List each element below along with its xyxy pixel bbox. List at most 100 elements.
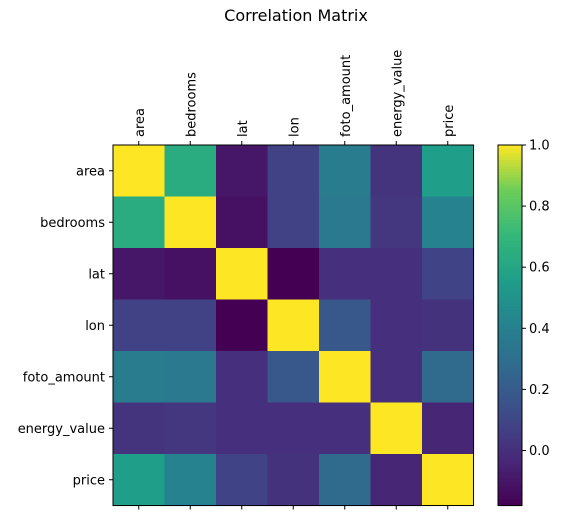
heatmap-cell-energy_value-price bbox=[422, 402, 475, 455]
colorbar-segment bbox=[498, 397, 522, 401]
heatmap-cell-price-lon bbox=[267, 454, 320, 507]
colorbar-tick-label: 0.2 bbox=[529, 383, 550, 398]
heatmap-cell-lon-price bbox=[422, 299, 475, 352]
colorbar-segment bbox=[498, 256, 522, 260]
colorbar-segment bbox=[498, 487, 522, 492]
colorbar-tick-label: 0.8 bbox=[529, 200, 550, 215]
colorbar-segment bbox=[498, 394, 522, 398]
colorbar-segment bbox=[498, 199, 522, 203]
heatmap-cell-foto_amount-price bbox=[422, 351, 475, 404]
colorbar-segment bbox=[498, 232, 522, 236]
heatmap-cell-price-lat bbox=[216, 454, 269, 507]
colorbar-segment bbox=[498, 154, 522, 158]
y-tick-label-price: price bbox=[73, 473, 105, 488]
heatmap-cell-energy_value-foto_amount bbox=[319, 402, 372, 455]
colorbar-segment bbox=[498, 205, 522, 209]
colorbar-segment bbox=[498, 274, 522, 278]
heatmap-cell-energy_value-lat bbox=[216, 402, 269, 455]
heatmap-cell-foto_amount-lat bbox=[216, 351, 269, 404]
colorbar-segment bbox=[498, 259, 522, 263]
colorbar-segment bbox=[498, 478, 522, 483]
heatmap-cell-lon-foto_amount bbox=[319, 299, 372, 352]
colorbar-segment bbox=[498, 418, 522, 422]
colorbar-segment bbox=[498, 349, 522, 353]
colorbar-segment bbox=[498, 325, 522, 329]
colorbar-segment bbox=[498, 166, 522, 170]
colorbar-segment bbox=[498, 502, 522, 507]
colorbar-segment bbox=[498, 145, 522, 149]
colorbar-segment bbox=[498, 331, 522, 335]
colorbar-segment bbox=[498, 436, 522, 441]
colorbar-segment bbox=[498, 385, 522, 389]
colorbar-segment bbox=[498, 238, 522, 242]
heatmap-cell-energy_value-energy_value bbox=[370, 402, 423, 455]
colorbar-segment bbox=[498, 352, 522, 356]
colorbar-segment bbox=[498, 313, 522, 317]
heatmap-cell-bedrooms-lat bbox=[216, 196, 269, 249]
colorbar-segment bbox=[498, 382, 522, 386]
colorbar-segment bbox=[498, 412, 522, 416]
x-tick-label-bedrooms: bedrooms bbox=[184, 72, 199, 137]
heatmap-cell-bedrooms-area bbox=[113, 196, 166, 249]
colorbar-segment bbox=[498, 358, 522, 362]
colorbar-tick-label: 0.0 bbox=[529, 444, 550, 459]
heatmap-cell-lon-lon bbox=[267, 299, 320, 352]
heatmap-cell-lat-energy_value bbox=[370, 248, 423, 301]
x-tick-label-lon: lon bbox=[287, 117, 302, 137]
heatmap-cell-bedrooms-energy_value bbox=[370, 196, 423, 249]
colorbar-segment bbox=[498, 316, 522, 320]
heatmap-cell-bedrooms-price bbox=[422, 196, 475, 249]
colorbar-segment bbox=[498, 427, 522, 431]
heatmap-cell-bedrooms-bedrooms bbox=[164, 196, 217, 249]
y-tick-label-energy_value: energy_value bbox=[18, 422, 105, 437]
heatmap-cell-price-foto_amount bbox=[319, 454, 372, 507]
heatmap-cell-area-lon bbox=[267, 145, 320, 198]
x-tick-label-lat: lat bbox=[236, 120, 251, 137]
heatmap-cell-lon-energy_value bbox=[370, 299, 423, 352]
colorbar-segment bbox=[498, 490, 522, 495]
heatmap-cell-lat-price bbox=[422, 248, 475, 301]
colorbar-segment bbox=[498, 289, 522, 293]
heatmap-cell-foto_amount-area bbox=[113, 351, 166, 404]
colorbar-segment bbox=[498, 376, 522, 380]
y-tick-label-lat: lat bbox=[88, 267, 105, 282]
colorbar-segment bbox=[498, 346, 522, 350]
heatmap-cell-bedrooms-lon bbox=[267, 196, 320, 249]
heatmap-cell-price-area bbox=[113, 454, 166, 507]
colorbar-segment bbox=[498, 241, 522, 245]
colorbar-segment bbox=[498, 445, 522, 450]
colorbar-segment bbox=[498, 283, 522, 287]
heatmap-cell-area-price bbox=[422, 145, 475, 198]
colorbar-segment bbox=[498, 286, 522, 290]
heatmap-cell-price-energy_value bbox=[370, 454, 423, 507]
colorbar-segment bbox=[498, 442, 522, 447]
colorbar-segment bbox=[498, 328, 522, 332]
y-axis-ticks: area bedrooms lat lon foto_amount energy_valu… bbox=[18, 164, 113, 488]
colorbar-segment bbox=[498, 277, 522, 281]
colorbar-segment bbox=[498, 448, 522, 453]
colorbar-tick-label: 1.0 bbox=[529, 139, 550, 154]
colorbar-segment bbox=[498, 439, 522, 444]
colorbar: 0.0 0.2 0.4 0.6 0.8 1.0 bbox=[497, 139, 550, 507]
heatmap-cell-foto_amount-foto_amount bbox=[319, 351, 372, 404]
colorbar-segment bbox=[498, 193, 522, 197]
colorbar-segment bbox=[498, 181, 522, 185]
colorbar-segment bbox=[498, 337, 522, 341]
colorbar-segment bbox=[498, 433, 522, 438]
colorbar-segment bbox=[498, 280, 522, 284]
heatmap-cell-lat-lon bbox=[267, 248, 320, 301]
x-tick-label-foto_amount: foto_amount bbox=[339, 55, 354, 137]
colorbar-segment bbox=[498, 196, 522, 200]
colorbar-segment bbox=[498, 400, 522, 404]
colorbar-segment bbox=[498, 301, 522, 305]
colorbar-segment bbox=[498, 178, 522, 182]
colorbar-segment bbox=[498, 421, 522, 425]
heatmap-cell-area-energy_value bbox=[370, 145, 423, 198]
colorbar-segment bbox=[498, 406, 522, 410]
colorbar-segment bbox=[498, 391, 522, 395]
heatmap-cell-foto_amount-energy_value bbox=[370, 351, 423, 404]
colorbar-segment bbox=[498, 151, 522, 155]
colorbar-segment bbox=[498, 211, 522, 215]
